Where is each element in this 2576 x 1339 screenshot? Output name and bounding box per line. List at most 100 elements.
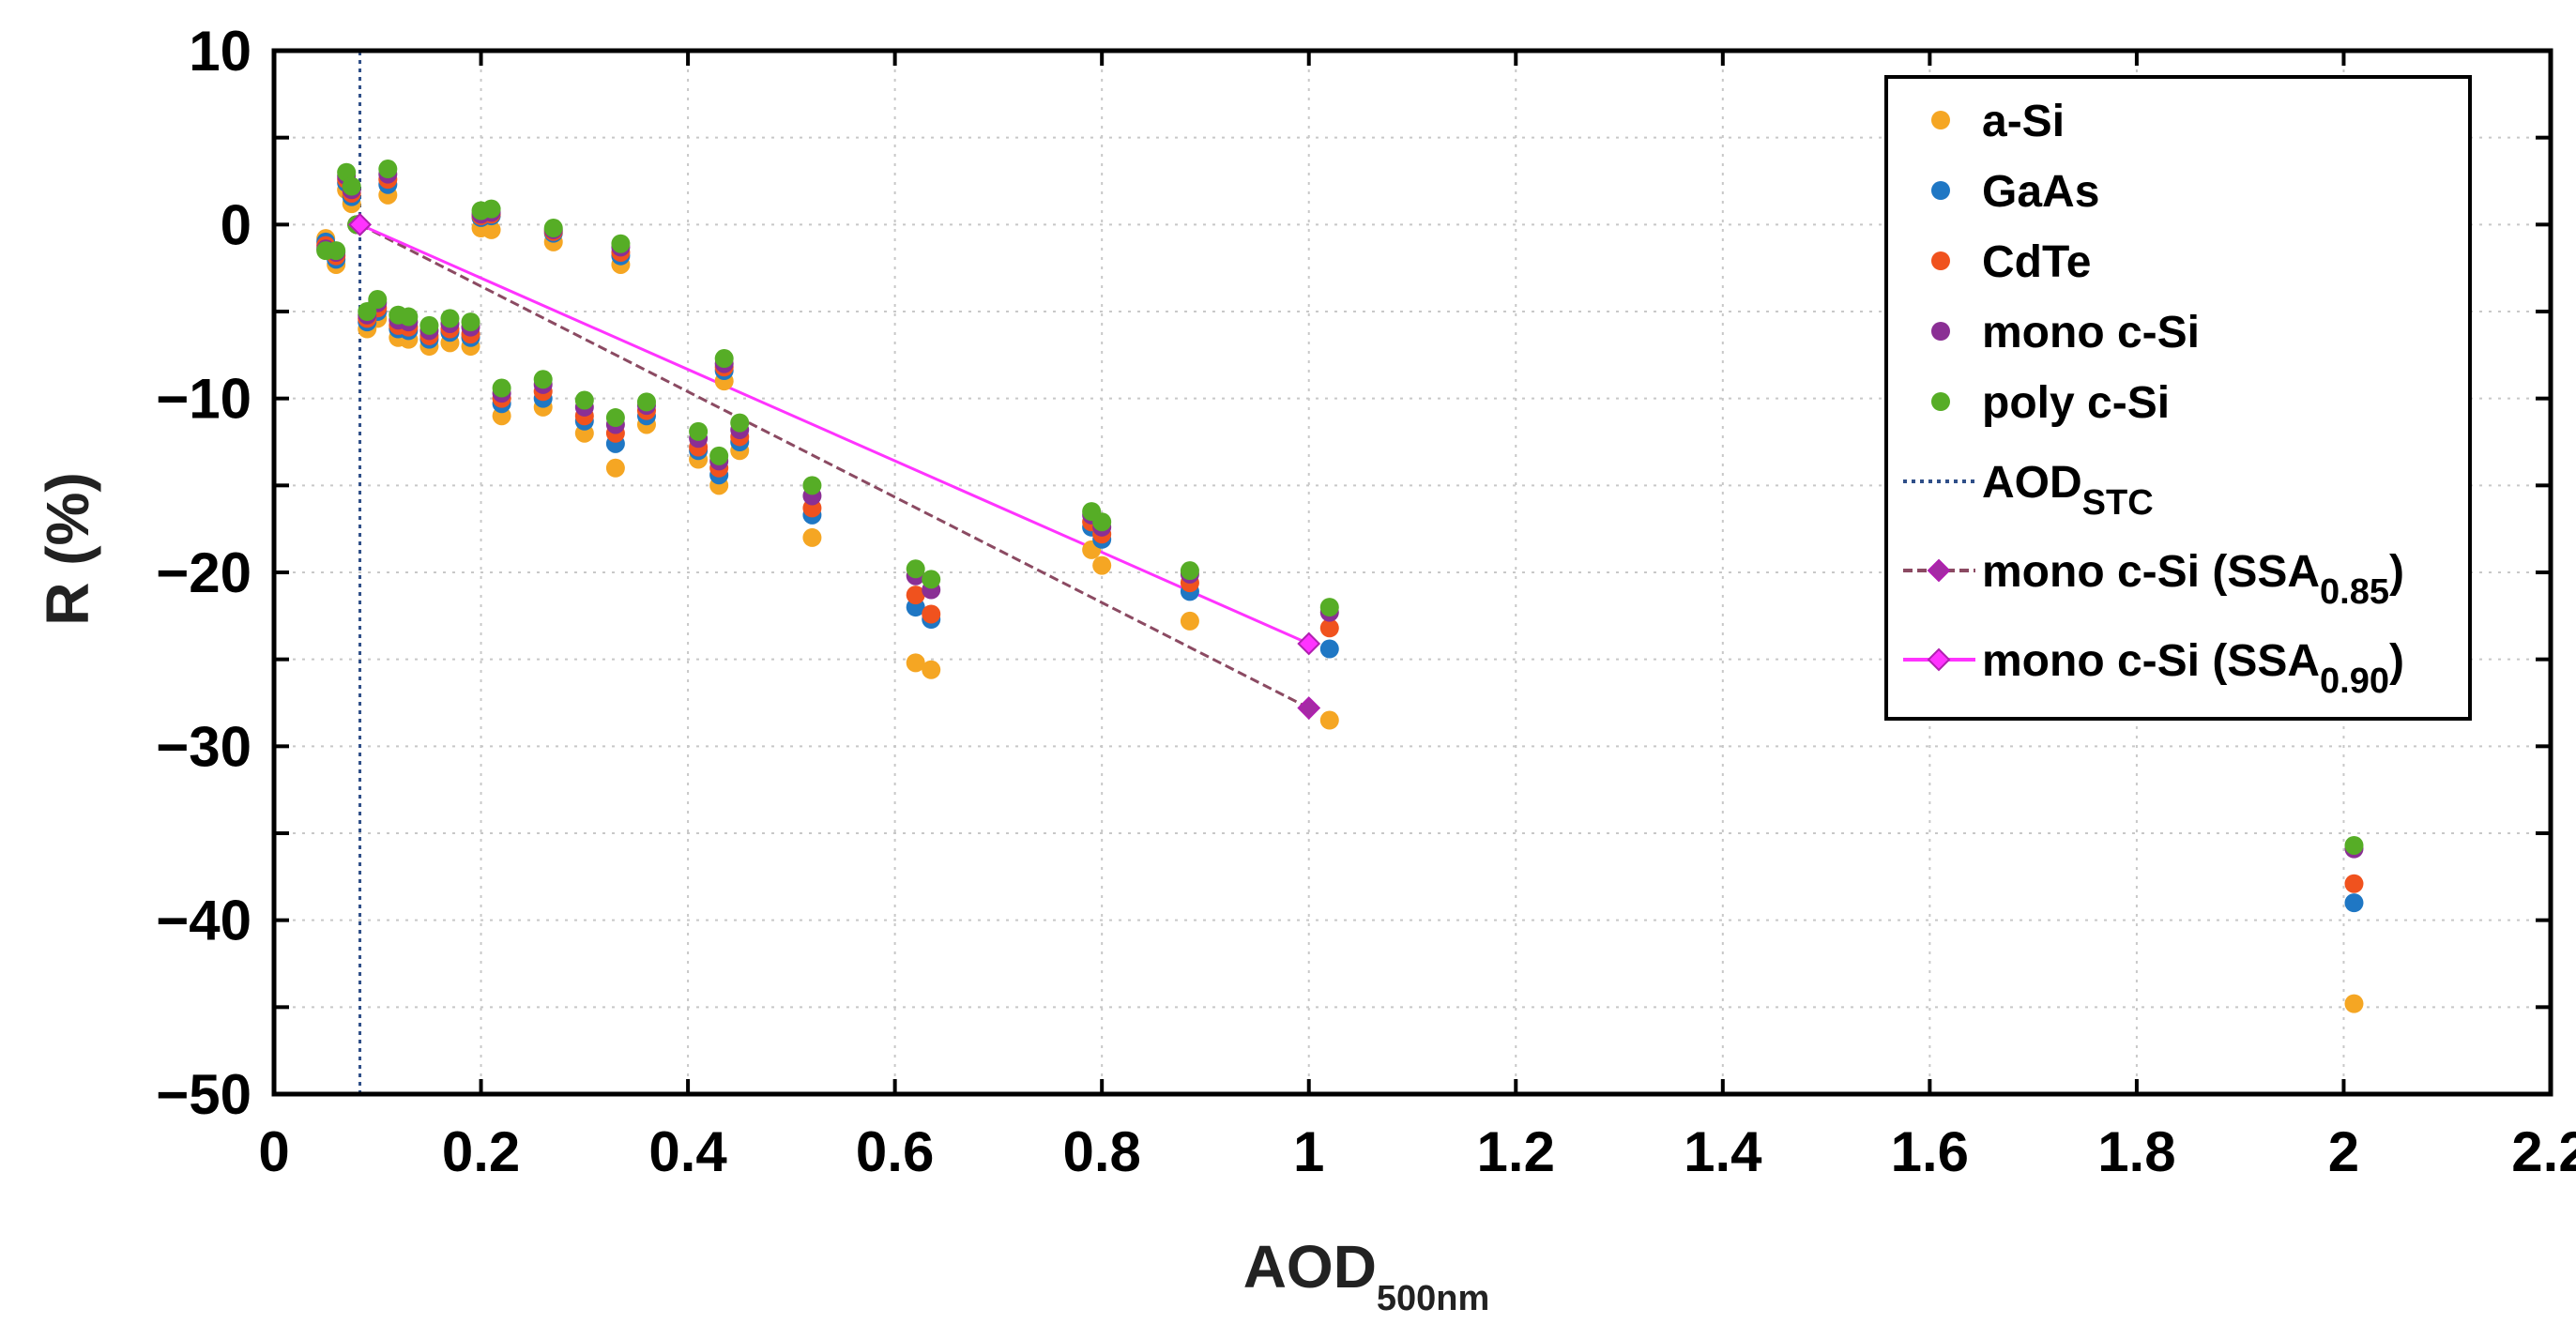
legend-label-main: AOD bbox=[1982, 458, 2082, 508]
point-poly-c-si bbox=[1092, 512, 1112, 532]
legend-swatch-diamond bbox=[1927, 647, 1951, 672]
legend-label: AODSTC bbox=[1982, 458, 2154, 523]
legend-label-suffix: ) bbox=[2389, 636, 2404, 686]
point-poly-c-si bbox=[399, 307, 419, 327]
point-poly-c-si bbox=[922, 570, 941, 589]
legend-item: GaAs bbox=[1931, 167, 2099, 217]
legend-label: a-Si bbox=[1982, 97, 2065, 146]
y-tick-label: −10 bbox=[156, 368, 252, 431]
y-axis-title: R (%) bbox=[34, 472, 101, 626]
point-poly-c-si bbox=[368, 290, 388, 310]
legend-box bbox=[1884, 75, 2472, 721]
point-a-si bbox=[605, 458, 625, 478]
point-poly-c-si bbox=[802, 476, 822, 495]
point-poly-c-si bbox=[419, 315, 439, 335]
point-a-si bbox=[802, 527, 822, 547]
x-tick-label: 1.8 bbox=[2097, 1120, 2175, 1183]
legend-item: mono c-Si (SSA0.90) bbox=[1903, 636, 2404, 701]
point-poly-c-si bbox=[378, 160, 398, 179]
x-tick-label: 1.6 bbox=[1891, 1120, 1969, 1183]
point-a-si bbox=[1092, 555, 1112, 575]
x-tick-label: 1.4 bbox=[1684, 1120, 1762, 1183]
point-cdte bbox=[2344, 874, 2364, 893]
line-markers bbox=[348, 212, 1321, 720]
point-poly-c-si bbox=[730, 413, 750, 433]
point-poly-c-si bbox=[327, 241, 346, 261]
legend-item: poly c-Si bbox=[1931, 378, 2170, 428]
point-poly-c-si bbox=[481, 199, 501, 219]
line-marker-end bbox=[1297, 631, 1321, 656]
point-poly-c-si bbox=[714, 349, 734, 369]
point-poly-c-si bbox=[689, 421, 709, 441]
point-a-si bbox=[922, 660, 941, 679]
point-poly-c-si bbox=[533, 370, 553, 389]
legend-label-main: a-Si bbox=[1982, 97, 2065, 146]
legend-label: poly c-Si bbox=[1982, 378, 2170, 428]
point-poly-c-si bbox=[543, 219, 563, 238]
legend-item: mono c-Si (SSA0.85) bbox=[1903, 547, 2404, 612]
legend-label: mono c-Si bbox=[1982, 308, 2200, 358]
axis-ticks bbox=[272, 49, 2553, 1096]
point-gaas bbox=[1319, 639, 1339, 659]
y-tick-label: −20 bbox=[156, 541, 252, 604]
x-tick-label: 2 bbox=[2328, 1120, 2359, 1183]
legend-label-sub: STC bbox=[2082, 483, 2154, 523]
legend-label-main: CdTe bbox=[1982, 237, 2091, 287]
point-poly-c-si bbox=[492, 378, 511, 398]
point-a-si bbox=[1180, 611, 1199, 631]
legend: a-Si GaAs CdTe mono c-Si poly c-Si AODSTC mono… bbox=[1884, 75, 2472, 721]
point-poly-c-si bbox=[342, 176, 361, 196]
legend-label-main: GaAs bbox=[1982, 167, 2099, 217]
point-poly-c-si bbox=[440, 309, 460, 328]
legend-item: CdTe bbox=[1931, 237, 2091, 287]
legend-swatch-dot bbox=[1931, 251, 1950, 270]
x-tick-label: 0.2 bbox=[442, 1120, 520, 1183]
x-tick-label: 0 bbox=[258, 1120, 289, 1183]
legend-label-main: mono c-Si (SSA bbox=[1982, 636, 2320, 686]
y-tick-label: −50 bbox=[156, 1063, 252, 1126]
legend-item: a-Si bbox=[1931, 97, 2065, 146]
x-axis-title-sub: 500nm bbox=[1377, 1279, 1489, 1318]
point-a-si bbox=[2344, 994, 2364, 1013]
x-tick-label: 1.2 bbox=[1477, 1120, 1555, 1183]
ref-line-mono-c-si-ssa0-85- bbox=[358, 222, 1310, 709]
point-poly-c-si bbox=[461, 312, 480, 332]
x-axis-title-main: AOD bbox=[1243, 1233, 1377, 1301]
legend-label: GaAs bbox=[1982, 167, 2099, 217]
legend-swatch-diamond bbox=[1927, 558, 1951, 583]
x-tick-label: 0.8 bbox=[1062, 1120, 1140, 1183]
legend-label: CdTe bbox=[1982, 237, 2091, 287]
legend-label-sub: 0.90 bbox=[2320, 662, 2389, 701]
legend-item: AODSTC bbox=[1903, 458, 2154, 523]
point-cdte bbox=[906, 586, 925, 605]
y-tick-label: 10 bbox=[189, 20, 252, 83]
point-poly-c-si bbox=[605, 408, 625, 428]
x-tick-label: 0.4 bbox=[648, 1120, 727, 1183]
data-points bbox=[316, 160, 2364, 1013]
point-a-si bbox=[1319, 710, 1339, 730]
point-poly-c-si bbox=[636, 392, 656, 412]
point-a-si bbox=[906, 653, 925, 673]
y-tick-label: −40 bbox=[156, 890, 252, 952]
point-poly-c-si bbox=[906, 559, 925, 579]
point-gaas bbox=[2344, 893, 2364, 913]
legend-label-main: mono c-Si (SSA bbox=[1982, 547, 2320, 597]
legend-label-main: poly c-Si bbox=[1982, 378, 2170, 428]
legend-swatch-dot bbox=[1931, 181, 1950, 200]
legend-swatch-dot bbox=[1931, 322, 1950, 341]
ref-line-mono-c-si-ssa0-90- bbox=[358, 222, 1310, 646]
point-cdte bbox=[922, 604, 941, 624]
point-poly-c-si bbox=[709, 446, 729, 465]
legend-swatch-dot bbox=[1931, 392, 1950, 411]
point-poly-c-si bbox=[574, 390, 594, 410]
y-tick-label: 0 bbox=[221, 193, 252, 256]
point-poly-c-si bbox=[1319, 598, 1339, 617]
x-tick-label: 2.2 bbox=[2511, 1120, 2576, 1183]
line-marker-end bbox=[1297, 696, 1321, 720]
legend-label: mono c-Si (SSA0.85) bbox=[1982, 547, 2404, 612]
line-marker-start bbox=[348, 212, 372, 236]
point-cdte bbox=[1319, 618, 1339, 638]
legend-item: mono c-Si bbox=[1931, 308, 2200, 358]
legend-label-main: mono c-Si bbox=[1982, 308, 2200, 358]
